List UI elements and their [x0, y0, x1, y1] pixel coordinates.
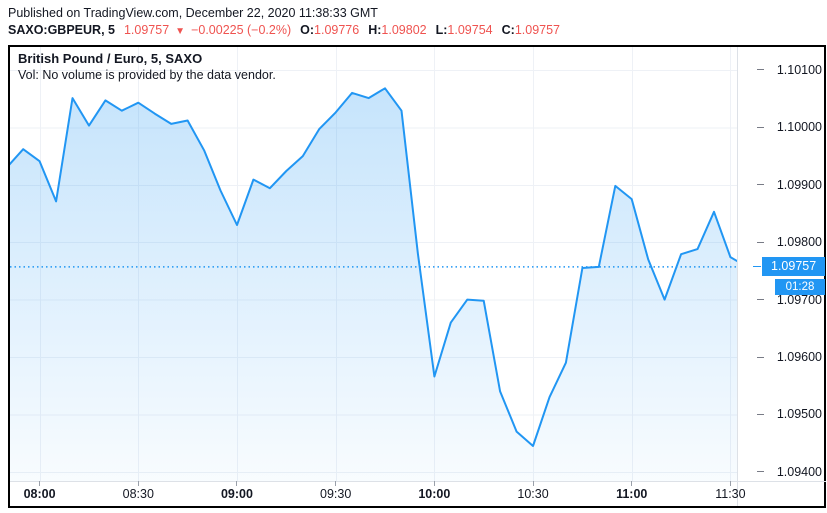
ohlc-high: H:1.09802 — [368, 23, 426, 37]
price-tick-label: 1.09500 — [776, 407, 822, 422]
current-price-label: 1.09757 — [762, 257, 825, 277]
time-tick-label: 11:00 — [616, 487, 648, 501]
price-tick-label: 1.09700 — [776, 292, 822, 307]
price-tick — [757, 241, 764, 243]
price-axis-separator — [737, 47, 738, 506]
time-tick — [335, 481, 337, 486]
price-tick-label: 1.09800 — [776, 235, 822, 250]
low-label: L: — [435, 23, 448, 37]
time-tick — [433, 481, 435, 486]
price-axis[interactable]: 1.09757 01:28 1.10100 1.10000 1.09900 1.098… — [737, 47, 826, 481]
time-tick — [236, 481, 238, 486]
current-price-tick — [753, 266, 761, 268]
price-tick-label: 1.09400 — [776, 464, 822, 479]
close-label: C: — [501, 23, 515, 37]
down-triangle-icon: ▼ — [175, 26, 186, 37]
time-tick-label: 10:00 — [418, 487, 451, 501]
time-tick — [631, 481, 633, 486]
price-tick-label: 1.10100 — [776, 62, 822, 77]
ohlc-low: L:1.09754 — [436, 23, 493, 37]
time-axis[interactable]: 08:00 08:30 09:00 09:30 10:00 10:30 11:00 11:30 — [10, 481, 746, 507]
chart-legend: British Pound / Euro, 5, SAXO Vol: No vo… — [18, 50, 276, 84]
price-change: −0.00225 (−0.2%) — [191, 23, 292, 37]
price-chart-pane[interactable] — [10, 47, 737, 481]
open-label: O: — [300, 23, 315, 37]
time-tick-label: 09:30 — [320, 487, 352, 501]
line-series — [10, 87, 737, 447]
price-tick-label: 1.10000 — [776, 120, 822, 135]
price-tick — [757, 471, 764, 473]
close-value: 1.09757 — [514, 23, 560, 37]
price-tick-label: 1.09600 — [776, 350, 822, 364]
high-label: H: — [368, 23, 382, 37]
time-tick — [39, 481, 41, 486]
time-tick-label: 10:30 — [517, 487, 549, 501]
price-tick — [757, 126, 764, 128]
high-value: 1.09802 — [381, 23, 427, 37]
last-price: 1.09757 — [123, 23, 170, 37]
published-line: Published on TradingView.com, December 2… — [8, 6, 378, 20]
time-tick — [532, 481, 534, 486]
price-tick — [757, 184, 764, 186]
time-tick — [137, 481, 139, 486]
low-value: 1.09754 — [447, 23, 493, 37]
symbol-name: SAXO:GBPEUR, 5 — [8, 23, 115, 37]
time-tick-label: 09:00 — [220, 487, 253, 501]
ohlc-open: O:1.09776 — [300, 23, 359, 37]
time-axis-separator — [10, 481, 826, 482]
price-tick-label: 1.09900 — [776, 177, 822, 192]
price-tick — [757, 299, 764, 301]
legend-title: British Pound / Euro, 5, SAXO — [18, 51, 203, 66]
bar-countdown-badge: 01:28 — [775, 278, 825, 295]
price-tick — [757, 356, 764, 358]
area-series — [10, 88, 737, 481]
time-tick — [729, 481, 731, 486]
legend-volume-note: Vol: No volume is provided by the data v… — [18, 68, 276, 82]
time-tick-label: 08:00 — [23, 487, 56, 501]
symbol-status-line: SAXO:GBPEUR, 5 1.09757 ▼ −0.00225 (−0.2%) O:… — [8, 22, 560, 40]
time-tick-label: 11:30 — [715, 487, 746, 501]
time-tick-label: 08:30 — [122, 487, 154, 501]
open-value: 1.09776 — [314, 23, 360, 37]
price-tick — [757, 69, 764, 71]
ohlc-close: C:1.09757 — [502, 23, 560, 37]
price-tick — [757, 413, 764, 415]
